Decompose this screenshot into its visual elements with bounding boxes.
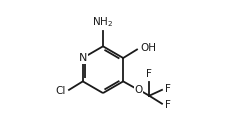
Text: F: F [164,84,170,94]
Text: Cl: Cl [55,87,65,96]
Text: OH: OH [140,43,155,53]
Text: F: F [146,69,152,79]
Text: F: F [164,100,170,110]
Text: O: O [133,85,142,95]
Text: N: N [78,53,87,63]
Text: NH$_2$: NH$_2$ [92,15,113,29]
